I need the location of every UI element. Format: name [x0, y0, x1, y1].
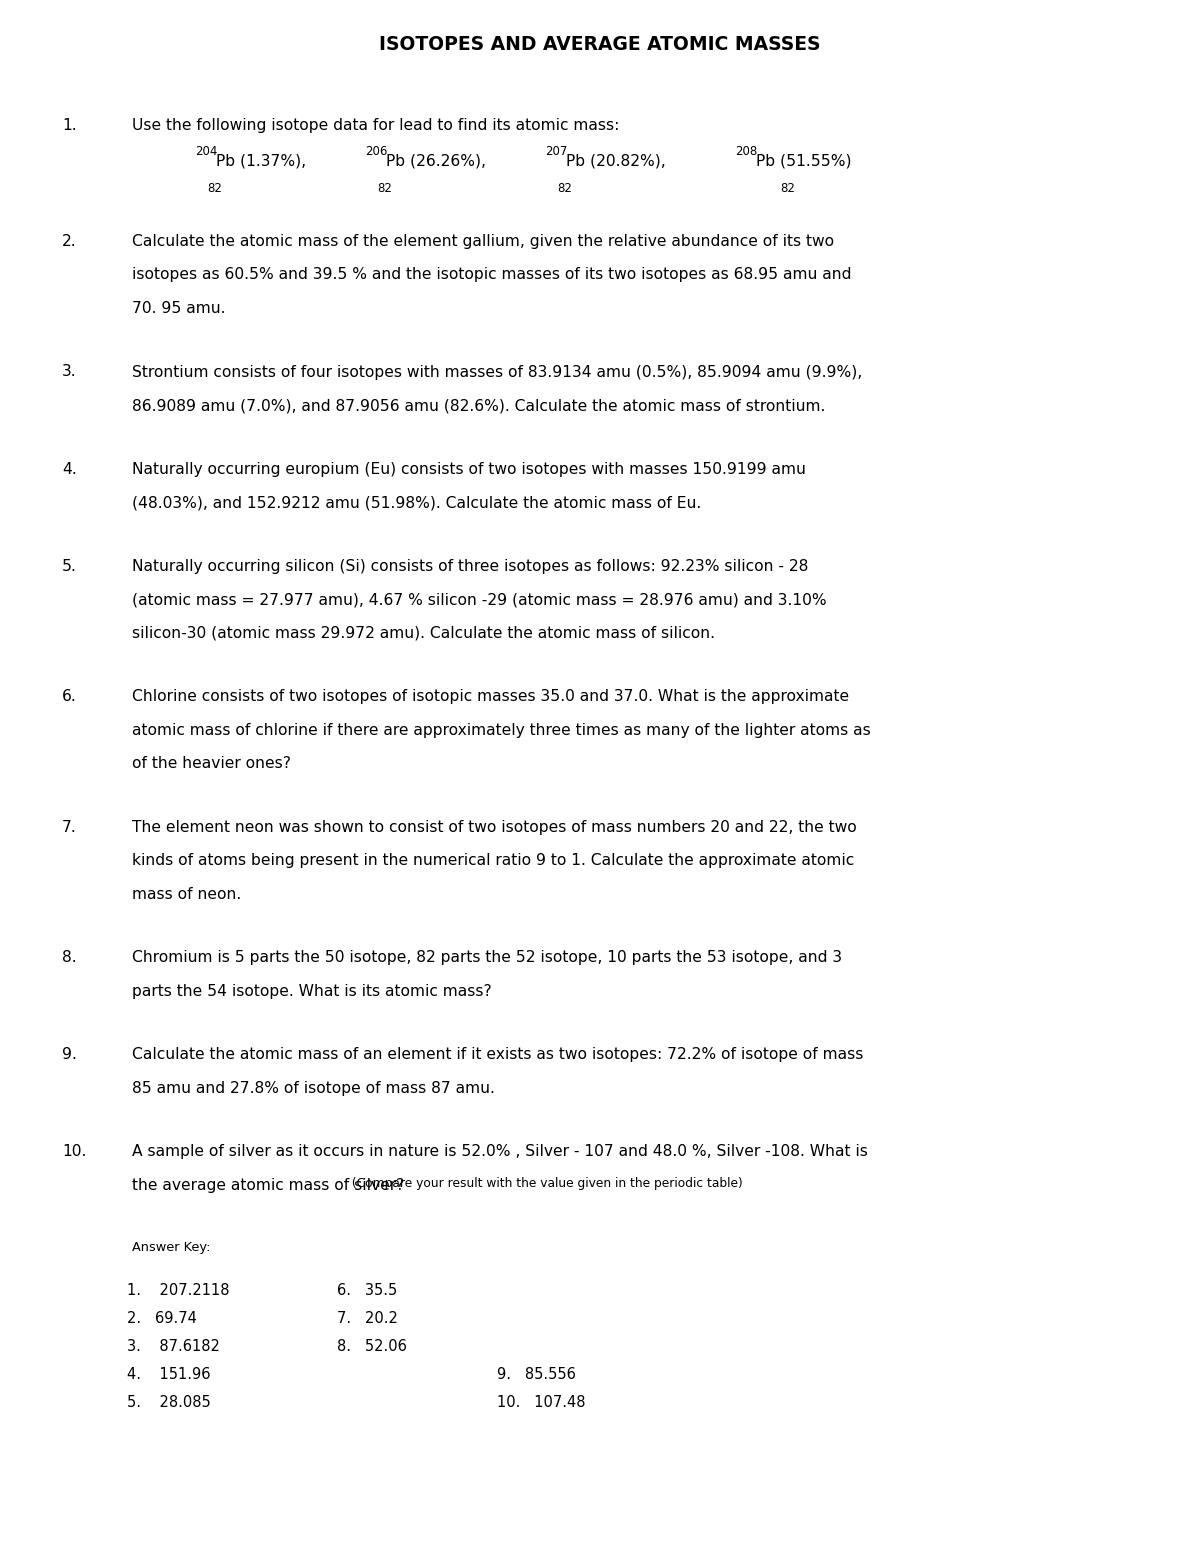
Text: 82: 82	[780, 182, 794, 196]
Text: 5.    28.085: 5. 28.085	[127, 1395, 211, 1410]
Text: 82: 82	[557, 182, 572, 196]
Text: Chlorine consists of two isotopes of isotopic masses 35.0 and 37.0. What is the : Chlorine consists of two isotopes of iso…	[132, 690, 850, 704]
Text: Answer Key:: Answer Key:	[132, 1241, 210, 1253]
Text: mass of neon.: mass of neon.	[132, 887, 241, 901]
Text: 82: 82	[377, 182, 392, 196]
Text: Use the following isotope data for lead to find its atomic mass:: Use the following isotope data for lead …	[132, 118, 619, 134]
Text: the average atomic mass of silver?: the average atomic mass of silver?	[132, 1177, 404, 1193]
Text: 2.   69.74: 2. 69.74	[127, 1311, 197, 1326]
Text: parts the 54 isotope. What is its atomic mass?: parts the 54 isotope. What is its atomic…	[132, 983, 492, 999]
Text: Calculate the atomic mass of the element gallium, given the relative abundance o: Calculate the atomic mass of the element…	[132, 235, 834, 248]
Text: 82: 82	[206, 182, 222, 196]
Text: 206: 206	[365, 144, 388, 158]
Text: 86.9089 amu (7.0%), and 87.9056 amu (82.6%). Calculate the atomic mass of stront: 86.9089 amu (7.0%), and 87.9056 amu (82.…	[132, 398, 826, 413]
Text: 4.    151.96: 4. 151.96	[127, 1367, 210, 1382]
Text: 4.: 4.	[62, 461, 77, 477]
Text: 10.   107.48: 10. 107.48	[497, 1395, 586, 1410]
Text: 6.: 6.	[62, 690, 77, 704]
Text: kinds of atoms being present in the numerical ratio 9 to 1. Calculate the approx: kinds of atoms being present in the nume…	[132, 853, 854, 868]
Text: 2.: 2.	[62, 235, 77, 248]
Text: A sample of silver as it occurs in nature is 52.0% , Silver - 107 and 48.0 %, Si: A sample of silver as it occurs in natur…	[132, 1145, 868, 1159]
Text: Calculate the atomic mass of an element if it exists as two isotopes: 72.2% of i: Calculate the atomic mass of an element …	[132, 1047, 863, 1062]
Text: Pb (1.37%),: Pb (1.37%),	[216, 154, 306, 169]
Text: Pb (51.55%): Pb (51.55%)	[756, 154, 852, 169]
Text: 5.: 5.	[62, 559, 77, 573]
Text: Pb (20.82%),: Pb (20.82%),	[566, 154, 666, 169]
Text: Naturally occurring silicon (Si) consists of three isotopes as follows: 92.23% s: Naturally occurring silicon (Si) consist…	[132, 559, 809, 573]
Text: (48.03%), and 152.9212 amu (51.98%). Calculate the atomic mass of Eu.: (48.03%), and 152.9212 amu (51.98%). Cal…	[132, 495, 701, 509]
Text: 208: 208	[734, 144, 757, 158]
Text: 1.: 1.	[62, 118, 77, 134]
Text: 9.: 9.	[62, 1047, 77, 1062]
Text: 7.: 7.	[62, 820, 77, 834]
Text: 85 amu and 27.8% of isotope of mass 87 amu.: 85 amu and 27.8% of isotope of mass 87 a…	[132, 1081, 494, 1095]
Text: of the heavier ones?: of the heavier ones?	[132, 756, 292, 770]
Text: 70. 95 amu.: 70. 95 amu.	[132, 301, 226, 315]
Text: ISOTOPES AND AVERAGE ATOMIC MASSES: ISOTOPES AND AVERAGE ATOMIC MASSES	[379, 36, 821, 54]
Text: 8.: 8.	[62, 950, 77, 964]
Text: atomic mass of chlorine if there are approximately three times as many of the li: atomic mass of chlorine if there are app…	[132, 722, 871, 738]
Text: Strontium consists of four isotopes with masses of 83.9134 amu (0.5%), 85.9094 a: Strontium consists of four isotopes with…	[132, 365, 863, 379]
Text: 7.   20.2: 7. 20.2	[337, 1311, 398, 1326]
Text: (Compare your result with the value given in the periodic table): (Compare your result with the value give…	[348, 1177, 743, 1190]
Text: 207: 207	[545, 144, 568, 158]
Text: 1.    207.2118: 1. 207.2118	[127, 1283, 229, 1298]
Text: The element neon was shown to consist of two isotopes of mass numbers 20 and 22,: The element neon was shown to consist of…	[132, 820, 857, 834]
Text: 3.: 3.	[62, 365, 77, 379]
Text: 6.   35.5: 6. 35.5	[337, 1283, 397, 1298]
Text: Pb (26.26%),: Pb (26.26%),	[386, 154, 486, 169]
Text: silicon-30 (atomic mass 29.972 amu). Calculate the atomic mass of silicon.: silicon-30 (atomic mass 29.972 amu). Cal…	[132, 626, 715, 640]
Text: Chromium is 5 parts the 50 isotope, 82 parts the 52 isotope, 10 parts the 53 iso: Chromium is 5 parts the 50 isotope, 82 p…	[132, 950, 842, 964]
Text: (atomic mass = 27.977 amu), 4.67 % silicon -29 (atomic mass = 28.976 amu) and 3.: (atomic mass = 27.977 amu), 4.67 % silic…	[132, 592, 827, 607]
Text: 10.: 10.	[62, 1145, 86, 1159]
Text: 8.   52.06: 8. 52.06	[337, 1339, 407, 1354]
Text: 3.    87.6182: 3. 87.6182	[127, 1339, 220, 1354]
Text: Naturally occurring europium (Eu) consists of two isotopes with masses 150.9199 : Naturally occurring europium (Eu) consis…	[132, 461, 806, 477]
Text: 9.   85.556: 9. 85.556	[497, 1367, 576, 1382]
Text: 204: 204	[194, 144, 217, 158]
Text: isotopes as 60.5% and 39.5 % and the isotopic masses of its two isotopes as 68.9: isotopes as 60.5% and 39.5 % and the iso…	[132, 267, 852, 283]
